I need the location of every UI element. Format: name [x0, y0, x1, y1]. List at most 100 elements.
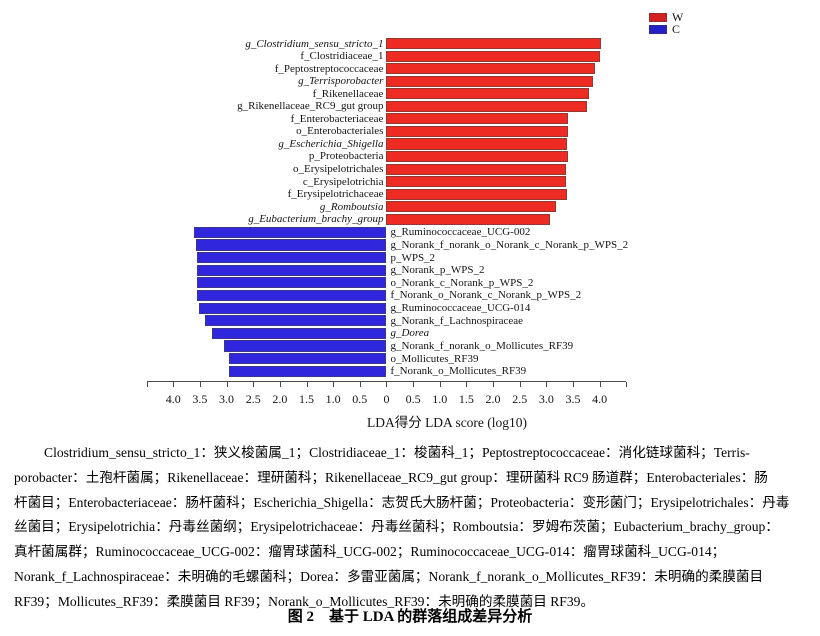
legend: W C	[649, 10, 684, 36]
x-axis-tick	[599, 382, 601, 387]
x-axis-tick	[279, 382, 281, 387]
x-axis-tick	[493, 382, 495, 387]
bar-f_Norank_o_Mollicutes_RF39	[229, 365, 387, 377]
x-axis-tick	[359, 382, 361, 387]
bar-o_Mollicutes_RF39	[228, 353, 387, 365]
bar-o_Norank_c_Norank_p_WPS_2	[196, 277, 387, 289]
x-axis-tick-label: 4.0	[165, 392, 181, 406]
x-axis-tick	[306, 382, 308, 387]
taxon-label-g_Escherichia_Shigella: g_Escherichia_Shigella	[278, 137, 384, 150]
bar-g_Terrisporobacter	[386, 75, 594, 87]
taxon-label-g_Norank_f_norank_o_Norank_c_Norank_p_WPS_2: g_Norank_f_norank_o_Norank_c_Norank_p_WP…	[390, 238, 629, 251]
taxon-label-p_WPS_2: p_WPS_2	[390, 251, 436, 264]
x-axis-tick-label: 1.0	[432, 392, 448, 406]
legend-swatch-c	[649, 25, 667, 34]
x-axis-tick-label: 1.5	[458, 392, 474, 406]
taxon-label-g_Romboutsia: g_Romboutsia	[319, 200, 384, 213]
bar-g_Norank_f_norank_o_Norank_c_Norank_p_WPS_2	[196, 239, 387, 251]
x-axis-tick-label: 2.5	[245, 392, 261, 406]
x-axis-tick	[146, 382, 148, 387]
legend-item-w: W	[649, 10, 684, 24]
legend-label-w: W	[672, 10, 684, 24]
x-axis-tick-label: 0.5	[405, 392, 421, 406]
x-axis-tick	[173, 382, 175, 387]
x-axis-tick-label: 2.0	[485, 392, 501, 406]
taxon-label-f_Peptostreptococcaceae: f_Peptostreptococcaceae	[274, 62, 384, 75]
x-axis-tick-label: 1.5	[299, 392, 314, 406]
bar-g_Rikenellaceae_RC9_gut group	[386, 100, 587, 112]
x-axis-tick-label: 4.0	[592, 392, 608, 406]
bar-f_Erysipelotrichaceae	[386, 188, 567, 200]
taxa-text-line: 丝菌目；Erysipelotrichia：丹毒丝菌纲；Erysipelotric…	[14, 519, 779, 535]
taxa-text-line: 杆菌目；Enterobacteriaceae：肠杆菌科；Escherichia_…	[14, 494, 790, 510]
taxon-label-o_Enterobacteriales: o_Enterobacteriales	[296, 125, 384, 138]
x-axis-tick-label: 0.5	[352, 392, 368, 406]
taxon-label-g_Clostridium_sensu_stricto_1: g_Clostridium_sensu_stricto_1	[245, 37, 384, 50]
bar-g_Ruminococcaceae_UCG-014	[198, 302, 387, 314]
bar-f_Norank_o_Norank_c_Norank_p_WPS_2	[196, 289, 387, 302]
taxon-label-o_Norank_c_Norank_p_WPS_2: o_Norank_c_Norank_p_WPS_2	[390, 276, 534, 289]
x-axis-line	[146, 381, 627, 383]
x-axis-tick	[253, 382, 255, 387]
bar-g_Norank_p_WPS_2	[196, 264, 387, 276]
taxon-label-f_Erysipelotrichaceae: f_Erysipelotrichaceae	[287, 188, 384, 201]
bar-g_Norank_f_norank_o_Mollicutes_RF39	[224, 340, 387, 352]
x-axis-tick-label: 3.5	[192, 392, 208, 406]
bar-f_Clostridiaceae_1	[386, 50, 600, 62]
x-axis-tick	[413, 382, 415, 387]
x-axis-tick	[226, 382, 228, 387]
bar-g_Eubacterium_brachy_group	[386, 213, 551, 225]
bar-g_Dorea	[212, 327, 387, 339]
bar-o_Enterobacteriales	[386, 125, 568, 138]
taxon-label-g_Terrisporobacter: g_Terrisporobacter	[298, 75, 384, 88]
bar-f_Rikenellaceae	[386, 88, 589, 100]
x-axis-tick	[199, 382, 201, 387]
legend-item-c: C	[649, 22, 683, 36]
taxa-text-line: Norank_f_Lachnospiraceae：未明确的毛螺菌科；Dorea：…	[14, 568, 764, 584]
x-axis-tick-label: 3.0	[538, 392, 554, 406]
taxon-label-f_Rikenellaceae: f_Rikenellaceae	[312, 87, 384, 100]
x-axis-tick-label: 2.0	[272, 392, 288, 406]
taxa-text-line: 真杆菌属群；Ruminococcaceae_UCG-002：瘤胃球菌科_UCG-…	[14, 544, 726, 560]
bar-p_Proteobacteria	[386, 150, 568, 163]
x-axis-tick-label: 0	[383, 392, 390, 406]
bar-o_Erysipelotrichales	[386, 163, 567, 175]
bar-c_Erysipelotrichia	[386, 176, 567, 188]
bar-g_Ruminococcaceae_UCG-002	[193, 226, 387, 238]
taxon-label-f_Norank_o_Mollicutes_RF39: f_Norank_o_Mollicutes_RF39	[390, 365, 527, 378]
x-axis-tick	[626, 382, 628, 387]
taxon-label-g_Ruminococcaceae_UCG-014: g_Ruminococcaceae_UCG-014	[390, 302, 531, 315]
taxon-label-c_Erysipelotrichia: c_Erysipelotrichia	[302, 175, 384, 188]
legend-label-c: C	[672, 22, 681, 36]
taxon-label-g_Norank_p_WPS_2: g_Norank_p_WPS_2	[390, 264, 485, 277]
x-axis-tick-label: 3.5	[565, 392, 581, 406]
taxa-legend-text: Clostridium_sensu_stricto_1：狭义梭菌属_1；Clos…	[14, 441, 806, 615]
bar-g_Norank_f_Lachnospiraceae	[204, 315, 387, 327]
figure-caption: 图 2 基于 LDA 的群落组成差异分析	[287, 609, 533, 625]
x-axis-tick	[439, 382, 441, 387]
x-axis-tick-label: 2.5	[512, 392, 528, 406]
bar-g_Escherichia_Shigella	[386, 138, 568, 150]
taxon-label-g_Ruminococcaceae_UCG-002: g_Ruminococcaceae_UCG-002	[390, 226, 531, 239]
taxon-label-o_Mollicutes_RF39: o_Mollicutes_RF39	[390, 352, 479, 365]
taxa-text-line: RF39；Mollicutes_RF39：柔膜菌目 RF39；Norank_o_…	[14, 593, 595, 609]
taxon-label-p_Proteobacteria: p_Proteobacteria	[308, 150, 384, 163]
taxon-label-f_Norank_o_Norank_c_Norank_p_WPS_2: f_Norank_o_Norank_c_Norank_p_WPS_2	[390, 289, 582, 302]
taxon-label-g_Eubacterium_brachy_group: g_Eubacterium_brachy_group	[248, 213, 384, 226]
bar-f_Peptostreptococcaceae	[386, 63, 596, 75]
taxon-label-f_Enterobacteriaceae: f_Enterobacteriaceae	[290, 112, 384, 125]
x-axis-tick-label: 1.0	[325, 392, 341, 406]
taxa-text-line: porobacter：土孢杆菌属；Rikenellaceae：理研菌科；Rike…	[14, 469, 768, 485]
bar-g_Clostridium_sensu_stricto_1	[386, 38, 601, 50]
taxon-label-g_Norank_f_norank_o_Mollicutes_RF39: g_Norank_f_norank_o_Mollicutes_RF39	[390, 339, 574, 352]
x-axis-tick	[546, 382, 548, 387]
taxon-label-o_Erysipelotrichales: o_Erysipelotrichales	[293, 163, 384, 175]
bar-g_Romboutsia	[386, 201, 557, 213]
taxon-label-g_Rikenellaceae_RC9_gut group: g_Rikenellaceae_RC9_gut group	[237, 100, 384, 113]
bar-f_Enterobacteriaceae	[386, 113, 568, 125]
x-axis-tick	[333, 382, 335, 387]
legend-swatch-w	[649, 13, 667, 22]
x-axis-tick	[386, 382, 388, 387]
taxa-text-line: Clostridium_sensu_stricto_1：狭义梭菌属_1；Clos…	[44, 445, 750, 460]
